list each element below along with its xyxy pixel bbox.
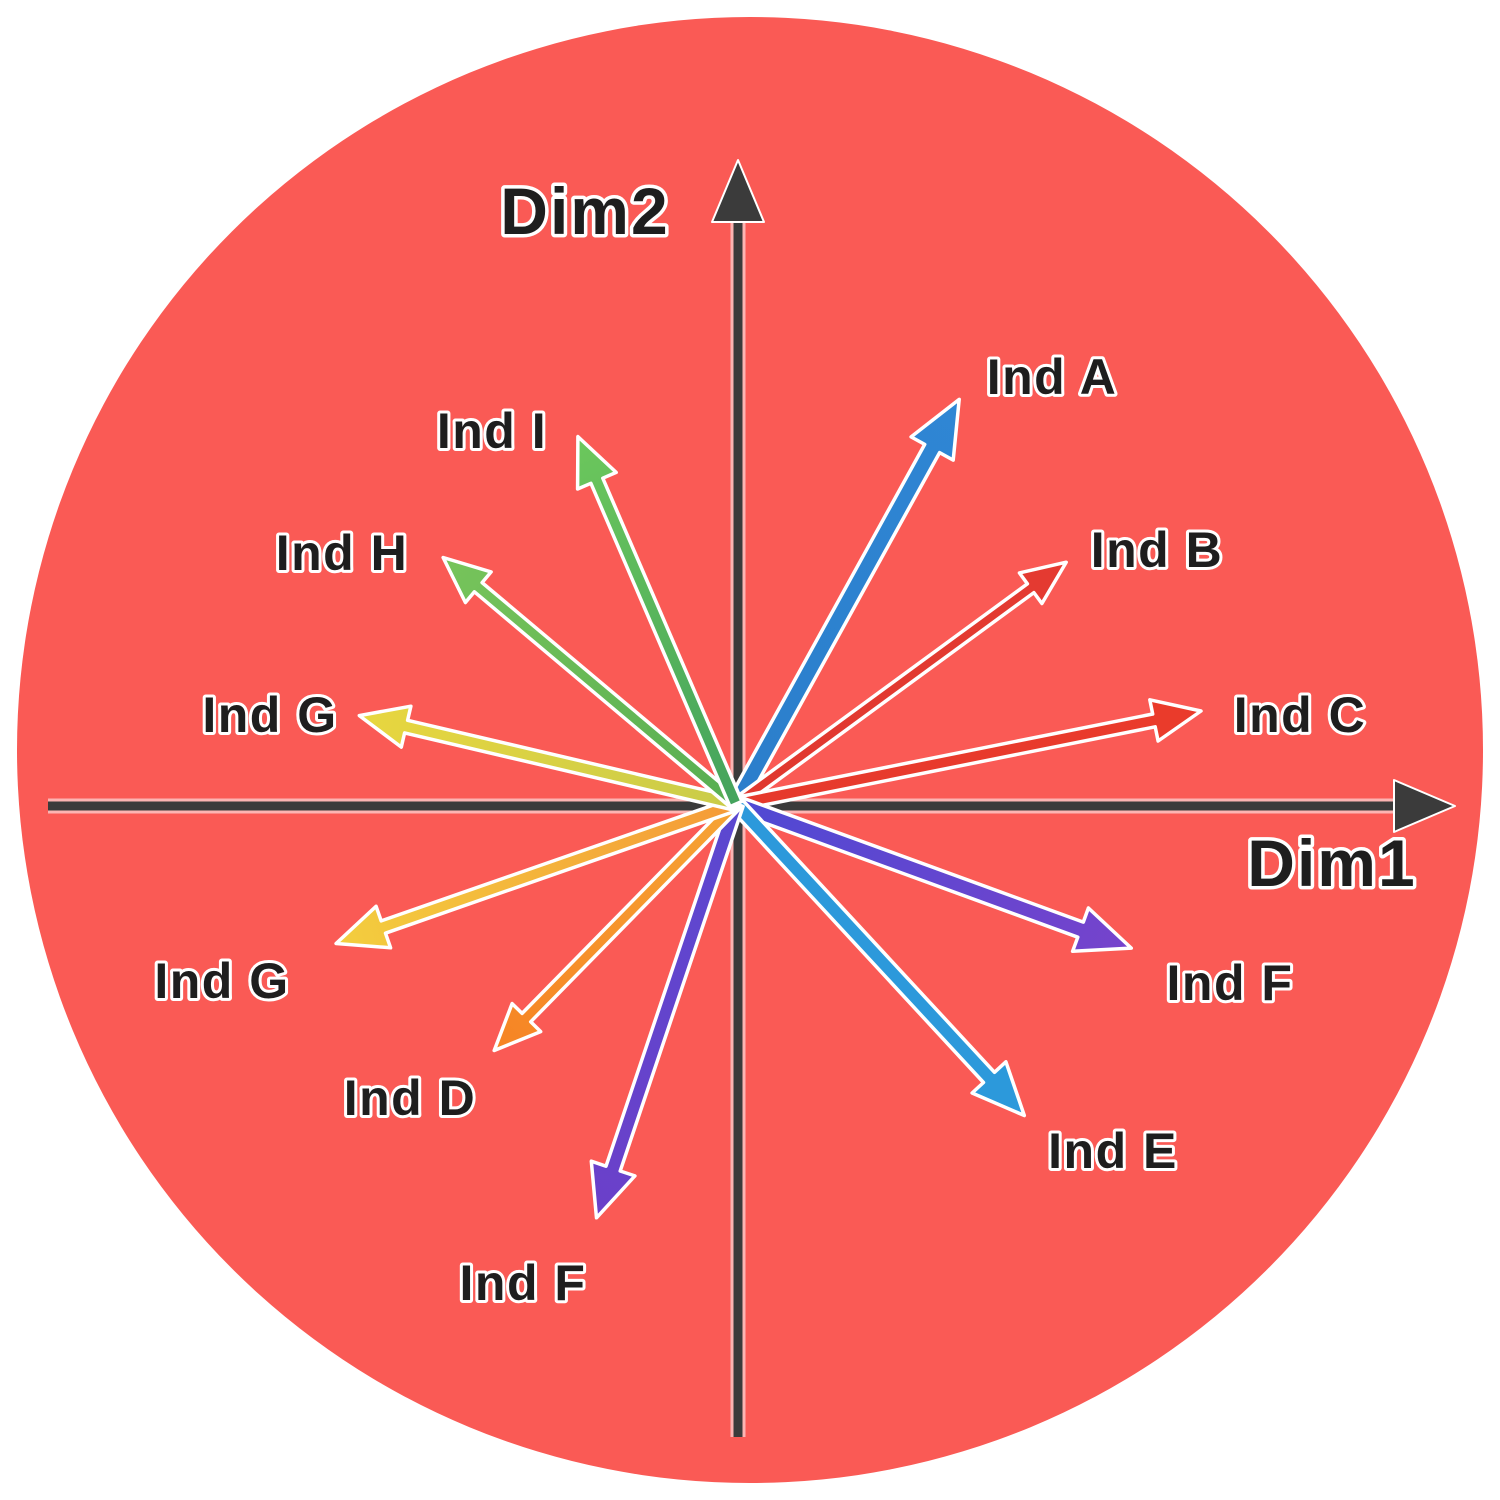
vector-arrow-ind-g-7 bbox=[334, 796, 740, 950]
vector-arrow-ind-f-3 bbox=[731, 794, 1134, 954]
vector-label-ind-c-2: Ind C bbox=[1234, 687, 1366, 743]
vector-arrow-ind-f-5 bbox=[589, 799, 745, 1220]
vector-arrow-ind-i-10 bbox=[575, 434, 744, 809]
vector-label-ind-i-10: Ind I bbox=[437, 403, 547, 459]
vector-arrow-ind-a-0 bbox=[726, 397, 961, 810]
background-circle bbox=[17, 17, 1483, 1483]
vector-arrow-ind-h-9 bbox=[441, 555, 742, 811]
x-axis-arrowhead-icon bbox=[1393, 779, 1456, 833]
vector-label-ind-e-4: Ind E bbox=[1048, 1123, 1178, 1179]
vector-arrow-ind-g-8 bbox=[357, 704, 740, 813]
vector-label-ind-f-3: Ind F bbox=[1167, 955, 1294, 1011]
x-axis-label: Dim1 bbox=[1247, 826, 1416, 900]
vector-label-ind-h-9: Ind H bbox=[276, 525, 408, 581]
vector-arrow-ind-d-6 bbox=[492, 798, 743, 1053]
vector-arrow-ind-e-4 bbox=[728, 797, 1027, 1118]
y-axis-arrowhead-icon bbox=[711, 159, 765, 223]
vector-arrow-ind-c-2 bbox=[732, 698, 1203, 813]
vector-label-ind-f-5: Ind F bbox=[460, 1255, 587, 1311]
vector-label-ind-g-8: Ind G bbox=[202, 687, 337, 743]
vector-label-ind-a-0: Ind A bbox=[987, 349, 1118, 405]
vector-label-ind-d-6: Ind D bbox=[344, 1070, 476, 1126]
vector-label-ind-g-7: Ind G bbox=[154, 953, 289, 1009]
vectors bbox=[334, 397, 1203, 1220]
y-axis-label: Dim2 bbox=[500, 174, 669, 248]
vector-arrow-ind-b-1 bbox=[731, 560, 1068, 811]
labels: Ind A Ind B Ind C Ind F Ind E Ind F Ind D Ind G… bbox=[151, 171, 1418, 1315]
vector-label-ind-b-1: Ind B bbox=[1091, 522, 1223, 578]
